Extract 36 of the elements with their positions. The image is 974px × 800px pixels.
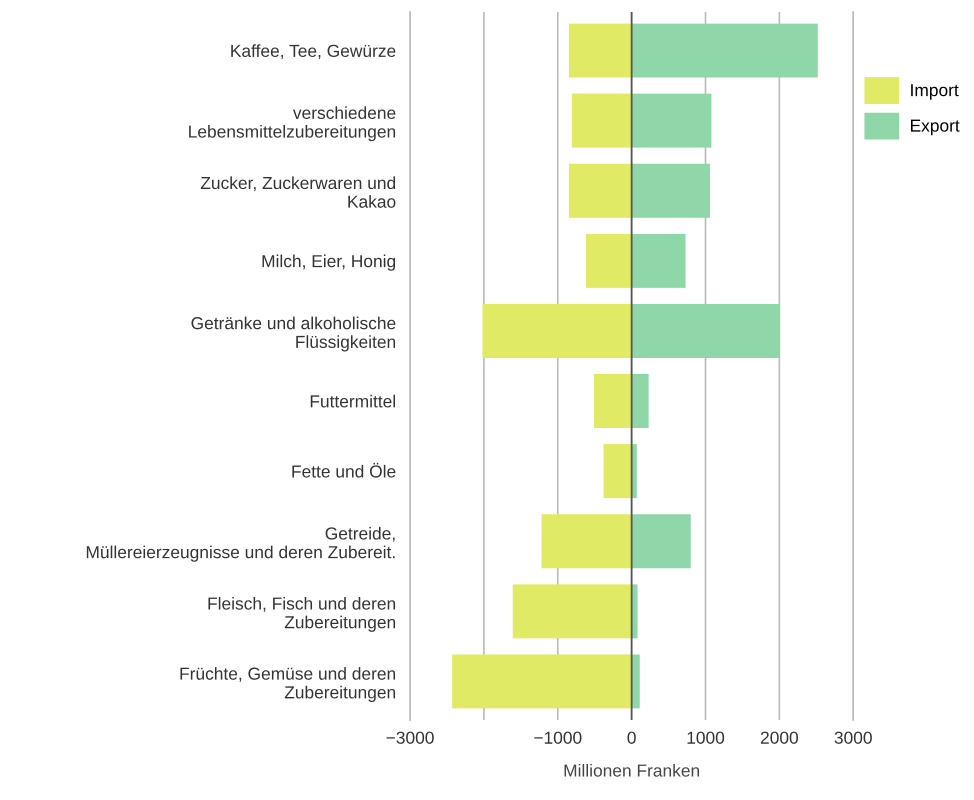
y-tick-label: Kaffee, Tee, Gewürze <box>231 44 396 60</box>
x-tick-label: 2000 <box>760 732 798 744</box>
y-tick-label: verschiedene Lebensmittelzubereitungen <box>189 106 396 142</box>
y-tick-label: Getreide, Müllereierzeugnisse und deren Zubereit. <box>86 526 395 562</box>
x-axis-title: Millionen Franken <box>564 764 700 777</box>
y-tick-label: Milch, Eier, Honig <box>262 254 396 271</box>
bar <box>632 234 686 288</box>
bar <box>568 24 632 78</box>
bar <box>632 514 691 568</box>
x-tick-label: 0 <box>627 732 636 744</box>
bar <box>512 584 632 638</box>
bar <box>568 164 632 218</box>
y-tick-label: Früchte, Gemüse und deren Zubereitungen <box>180 667 396 702</box>
x-tick-label: −3000 <box>386 732 434 744</box>
bar <box>586 234 632 288</box>
bar <box>632 304 780 358</box>
bar <box>594 374 632 428</box>
bar <box>542 514 632 568</box>
bar <box>632 24 818 78</box>
bar <box>572 94 632 148</box>
x-tick-label: −1000 <box>534 732 582 744</box>
y-tick-label: Fleisch, Fisch und deren Zubereitungen <box>208 596 396 632</box>
bar <box>632 94 712 148</box>
x-tick-label: 1000 <box>688 732 724 744</box>
bar <box>604 444 632 498</box>
y-tick-label: Getränke und alkoholische Flüssigkeiten <box>191 316 396 352</box>
legend-label: Import <box>911 84 959 100</box>
bar <box>632 374 649 428</box>
x-tick-label: 3000 <box>834 732 872 744</box>
y-tick-label: Fette und Öle <box>292 462 396 478</box>
y-tick-label: Zucker, Zuckerwaren und Kakao <box>200 176 396 208</box>
y-tick-label: Futtermittel <box>310 394 396 408</box>
bar <box>452 654 632 708</box>
bar <box>632 164 710 218</box>
bar <box>482 304 632 358</box>
legend-label: Export <box>910 120 960 136</box>
